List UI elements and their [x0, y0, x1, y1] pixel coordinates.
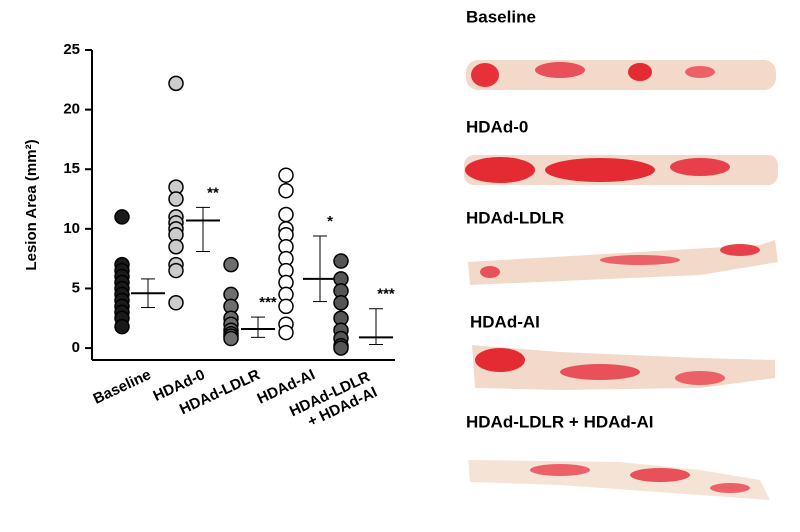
- data-point: [223, 256, 239, 273]
- aorta-image: [464, 155, 778, 185]
- significance-label: ***: [377, 286, 395, 303]
- data-point: [278, 182, 294, 199]
- image-panels: [464, 60, 778, 500]
- data-point: [168, 262, 184, 279]
- data-point: [223, 330, 239, 347]
- significance-label: *: [327, 213, 333, 230]
- aorta-image: [468, 460, 770, 500]
- data-point: [333, 340, 349, 356]
- aorta-image: [472, 345, 775, 390]
- data-point: [278, 298, 294, 315]
- data-point: [278, 167, 294, 183]
- panel-label: HDAd-LDLR + HDAd-AI: [466, 412, 653, 431]
- panel-label: HDAd-AI: [470, 312, 540, 331]
- y-tick-label: 25: [63, 41, 80, 58]
- data-point: [168, 238, 184, 255]
- panel-label: Baseline: [466, 7, 536, 26]
- data-point: [333, 295, 349, 311]
- data-point: [278, 324, 294, 341]
- data-point: [333, 253, 349, 269]
- panel-label: HDAd-LDLR: [466, 208, 564, 227]
- y-tick-label: 0: [72, 339, 80, 356]
- data-point: [168, 295, 184, 311]
- x-tick-label-line: Baseline: [91, 366, 154, 407]
- y-tick-label: 15: [63, 160, 80, 177]
- significance-label: **: [207, 184, 219, 201]
- y-tick-label: 5: [72, 279, 80, 296]
- aorta-image: [466, 60, 776, 90]
- aorta-image: [468, 240, 778, 285]
- x-tick-label: Baseline: [91, 366, 154, 407]
- data-point: [278, 206, 294, 223]
- y-axis-label: Lesion Area (mm²): [23, 139, 40, 270]
- data-point: [114, 318, 130, 335]
- panel-label: HDAd-0: [466, 117, 528, 136]
- y-tick-label: 10: [63, 220, 80, 237]
- data-point: [168, 75, 184, 92]
- significance-label: ***: [259, 294, 277, 311]
- y-tick-label: 20: [63, 101, 80, 118]
- data-point: [168, 191, 184, 207]
- data-point: [114, 209, 130, 225]
